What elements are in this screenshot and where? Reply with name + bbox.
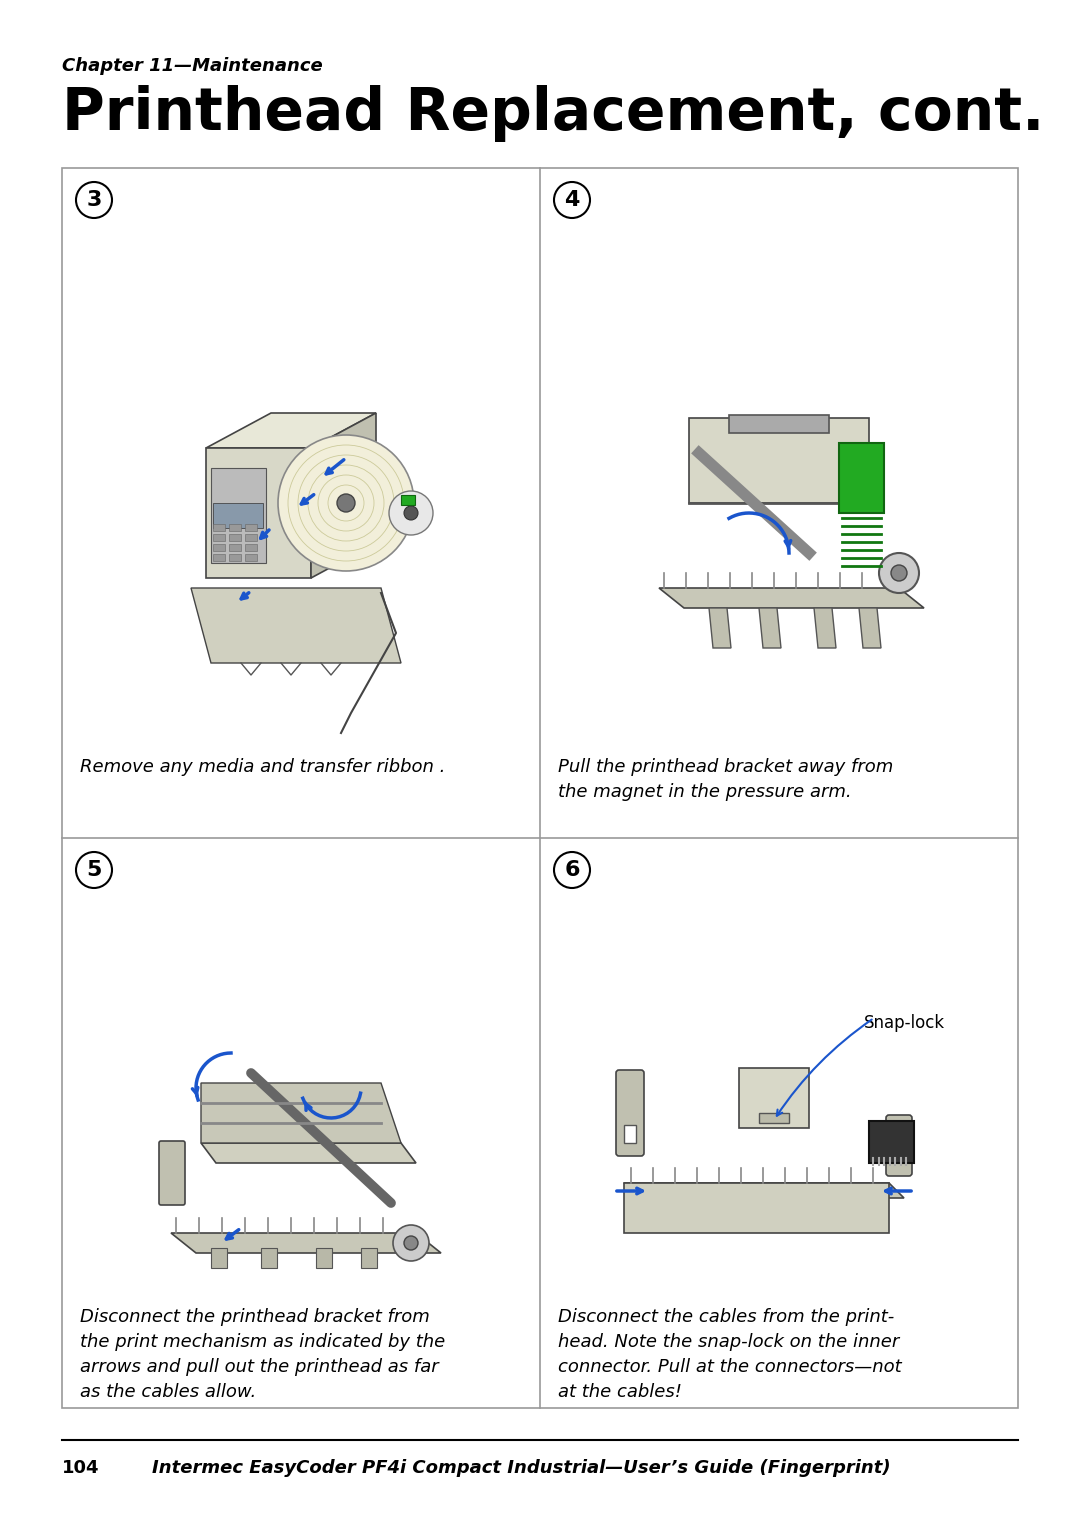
Text: 5: 5 bbox=[86, 859, 102, 881]
Polygon shape bbox=[191, 589, 401, 664]
Bar bbox=[869, 1121, 914, 1164]
Bar bbox=[624, 1125, 636, 1144]
Bar bbox=[361, 1248, 377, 1268]
Circle shape bbox=[404, 1235, 418, 1251]
Bar bbox=[624, 1183, 889, 1232]
Text: Remove any media and transfer ribbon .: Remove any media and transfer ribbon . bbox=[80, 758, 445, 777]
Polygon shape bbox=[624, 1183, 904, 1199]
Circle shape bbox=[278, 434, 414, 570]
Bar bbox=[689, 417, 869, 503]
Circle shape bbox=[404, 506, 418, 520]
Polygon shape bbox=[206, 413, 376, 448]
Bar bbox=[211, 468, 266, 563]
Circle shape bbox=[879, 553, 919, 593]
Text: 104: 104 bbox=[62, 1459, 99, 1477]
Text: Snap-lock: Snap-lock bbox=[864, 1014, 945, 1032]
Polygon shape bbox=[206, 448, 311, 578]
Circle shape bbox=[337, 494, 355, 512]
Polygon shape bbox=[814, 609, 836, 648]
Text: 6: 6 bbox=[564, 859, 580, 881]
Bar bbox=[729, 414, 829, 433]
Polygon shape bbox=[759, 609, 781, 648]
Circle shape bbox=[891, 566, 907, 581]
Bar bbox=[211, 1248, 227, 1268]
Bar bbox=[739, 1067, 809, 1128]
Polygon shape bbox=[859, 609, 881, 648]
Text: Disconnect the cables from the print-
head. Note the snap-lock on the inner
conn: Disconnect the cables from the print- he… bbox=[558, 1307, 902, 1401]
Bar bbox=[245, 544, 257, 550]
Bar bbox=[401, 495, 415, 505]
Text: 3: 3 bbox=[86, 190, 102, 209]
Text: 4: 4 bbox=[565, 190, 580, 209]
Bar bbox=[229, 534, 241, 541]
Polygon shape bbox=[311, 413, 376, 578]
Text: Intermec EasyCoder PF4i Compact Industrial—User’s Guide (Fingerprint): Intermec EasyCoder PF4i Compact Industri… bbox=[152, 1459, 891, 1477]
Text: Pull the printhead bracket away from
the magnet in the pressure arm.: Pull the printhead bracket away from the… bbox=[558, 758, 893, 801]
Polygon shape bbox=[201, 1083, 401, 1144]
Bar bbox=[229, 524, 241, 531]
Polygon shape bbox=[759, 1113, 789, 1122]
FancyBboxPatch shape bbox=[616, 1070, 644, 1156]
Bar bbox=[213, 503, 264, 528]
FancyBboxPatch shape bbox=[159, 1141, 185, 1205]
Polygon shape bbox=[171, 1232, 441, 1252]
Text: Chapter 11—Maintenance: Chapter 11—Maintenance bbox=[62, 57, 323, 75]
Bar bbox=[213, 544, 225, 550]
Bar bbox=[213, 534, 225, 541]
Text: Disconnect the printhead bracket from
the print mechanism as indicated by the
ar: Disconnect the printhead bracket from th… bbox=[80, 1307, 445, 1401]
Bar bbox=[213, 553, 225, 561]
Bar bbox=[229, 544, 241, 550]
Bar bbox=[62, 168, 1018, 1408]
Polygon shape bbox=[659, 589, 924, 609]
Bar bbox=[316, 1248, 332, 1268]
Polygon shape bbox=[708, 609, 731, 648]
Text: Printhead Replacement, cont.: Printhead Replacement, cont. bbox=[62, 86, 1044, 142]
Bar bbox=[261, 1248, 276, 1268]
FancyBboxPatch shape bbox=[886, 1115, 912, 1176]
Circle shape bbox=[389, 491, 433, 535]
Bar bbox=[229, 553, 241, 561]
Polygon shape bbox=[201, 1144, 416, 1164]
Bar bbox=[245, 524, 257, 531]
Bar bbox=[245, 553, 257, 561]
Bar bbox=[245, 534, 257, 541]
Circle shape bbox=[393, 1225, 429, 1261]
Bar bbox=[213, 524, 225, 531]
Bar bbox=[839, 443, 885, 514]
